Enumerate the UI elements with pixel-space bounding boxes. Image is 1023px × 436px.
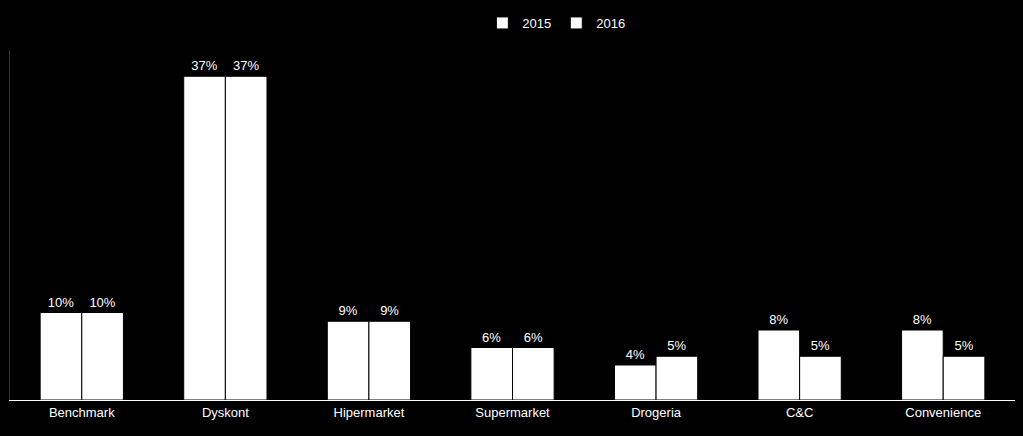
svg-text:37%: 37% [191, 58, 217, 73]
svg-text:Supermarket: Supermarket [475, 405, 550, 420]
svg-text:9%: 9% [380, 303, 399, 318]
svg-text:5%: 5% [811, 338, 830, 353]
svg-text:Benchmark: Benchmark [49, 405, 115, 420]
svg-text:6%: 6% [524, 330, 543, 345]
svg-text:Drogeria: Drogeria [631, 405, 682, 420]
svg-text:Hipermarket: Hipermarket [334, 405, 405, 420]
svg-text:10%: 10% [48, 295, 74, 310]
svg-text:8%: 8% [769, 312, 788, 327]
svg-text:10%: 10% [89, 295, 115, 310]
svg-text:2016: 2016 [596, 16, 625, 31]
svg-text:6%: 6% [482, 330, 501, 345]
svg-text:5%: 5% [667, 338, 686, 353]
svg-text:5%: 5% [954, 338, 973, 353]
svg-text:C&C: C&C [786, 405, 813, 420]
svg-text:Convenience: Convenience [905, 405, 981, 420]
svg-text:2015: 2015 [522, 16, 551, 31]
svg-text:4%: 4% [626, 347, 645, 362]
svg-text:Dyskont: Dyskont [202, 405, 249, 420]
svg-text:9%: 9% [338, 303, 357, 318]
svg-text:37%: 37% [233, 58, 259, 73]
svg-text:8%: 8% [913, 312, 932, 327]
